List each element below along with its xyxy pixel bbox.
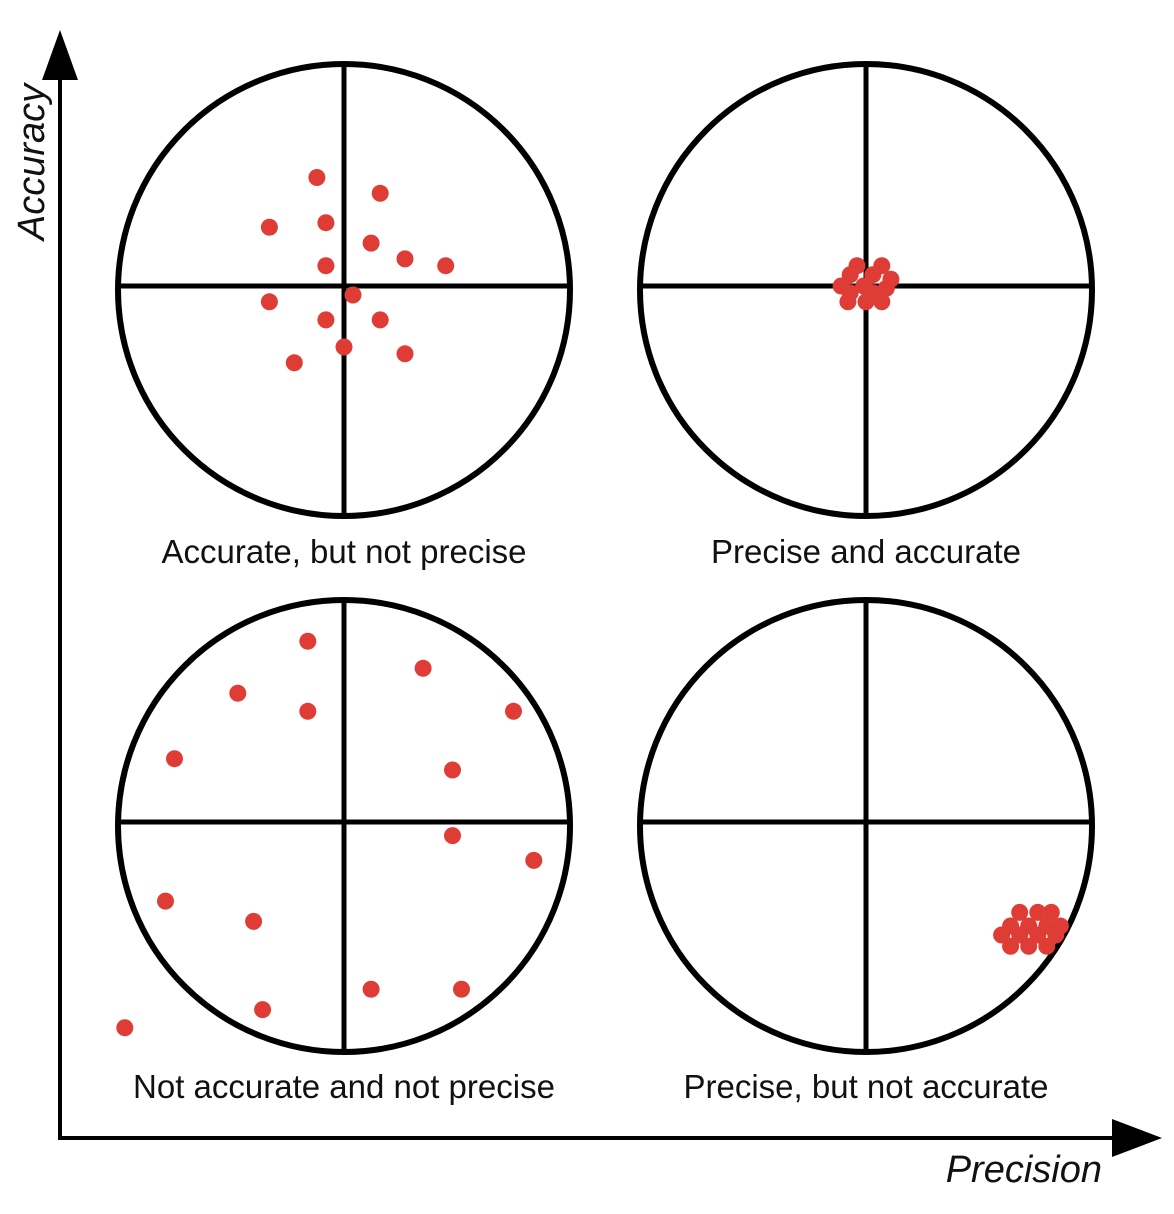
shot-dot: [308, 169, 326, 186]
shot-dot: [260, 218, 278, 236]
target-caption: Not accurate and not precise: [133, 1068, 555, 1105]
target-shots: [116, 632, 543, 1037]
shot-dot: [317, 257, 335, 275]
shot-dot: [873, 293, 891, 311]
shot-dot: [525, 851, 543, 869]
shot-dot: [362, 980, 380, 998]
shot-dot: [344, 286, 362, 304]
shot-dot: [166, 750, 183, 768]
shot-dot: [453, 980, 470, 998]
shot-dot: [396, 345, 414, 363]
shot-dot: [260, 293, 278, 311]
shot-dot: [1011, 903, 1029, 921]
target-caption: Precise and accurate: [711, 533, 1021, 570]
target-accurate-not-precise: Accurate, but not precise: [115, 61, 573, 570]
target-precise-not-accurate: Precise, but not accurate: [637, 597, 1095, 1105]
axes: Accuracy Precision: [11, 30, 1162, 1191]
shot-dot: [839, 293, 857, 311]
shot-dot: [245, 912, 263, 930]
shot-dot: [317, 311, 335, 329]
y-axis-arrowhead: [42, 30, 78, 80]
shot-dot: [505, 702, 522, 720]
shot-dot: [864, 266, 882, 284]
shot-dot: [229, 684, 247, 702]
shot-dot: [857, 293, 875, 311]
shot-dot: [371, 184, 389, 202]
shot-dot: [335, 338, 353, 356]
shot-dot: [1020, 937, 1038, 955]
y-axis-label: Accuracy: [11, 82, 53, 242]
shot-dot: [841, 266, 859, 284]
shot-dot: [285, 354, 303, 372]
shot-dot: [414, 659, 432, 677]
target-not-accurate-not-precise: Not accurate and not precise: [115, 597, 573, 1105]
x-axis-arrowhead: [1112, 1119, 1162, 1157]
shot-dot: [317, 214, 335, 232]
shot-dot: [254, 1001, 272, 1019]
target-caption: Precise, but not accurate: [683, 1068, 1048, 1105]
shot-dot: [396, 250, 414, 268]
shot-dot: [157, 892, 174, 910]
shot-dot: [993, 926, 1011, 944]
target-shots: [832, 257, 900, 311]
shot-dot: [444, 761, 461, 779]
target-shots: [993, 903, 1069, 955]
shot-dot: [1011, 926, 1029, 944]
shot-dot: [444, 827, 461, 845]
shot-dot: [116, 1019, 134, 1037]
target-shots: [260, 169, 455, 372]
shot-dot: [299, 702, 317, 720]
shot-dot: [1029, 903, 1047, 921]
shot-dot: [299, 632, 317, 650]
x-axis-label: Precision: [946, 1149, 1102, 1191]
shot-dot: [1042, 903, 1060, 921]
shot-dot: [371, 311, 389, 329]
shot-dot: [1029, 926, 1047, 944]
target-caption: Accurate, but not precise: [161, 533, 526, 570]
shot-dot: [437, 257, 455, 275]
shot-dot: [877, 279, 895, 297]
shot-dot: [1047, 926, 1065, 944]
shot-dot: [362, 234, 380, 252]
shot-dot: [1038, 937, 1056, 955]
target-precise-and-accurate: Precise and accurate: [637, 61, 1095, 570]
shot-dot: [1002, 937, 1020, 955]
